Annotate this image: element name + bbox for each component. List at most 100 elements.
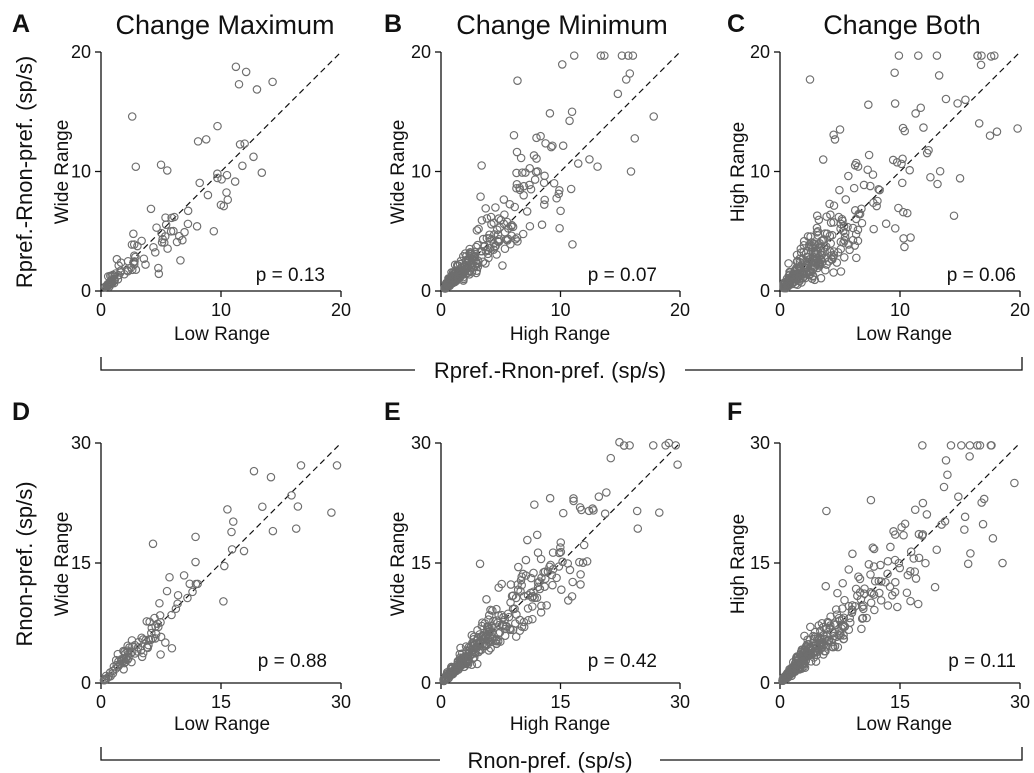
data-point: [890, 224, 900, 233]
x-tick-label: 20: [331, 300, 351, 320]
data-point: [101, 671, 111, 681]
data-point: [576, 570, 585, 579]
data-point: [870, 576, 880, 586]
data-point: [905, 165, 914, 175]
data-point: [555, 548, 564, 558]
data-point: [854, 572, 863, 581]
data-point: [866, 570, 875, 579]
data-point: [494, 611, 503, 620]
data-point: [812, 643, 822, 653]
data-point: [131, 162, 141, 171]
data-point: [954, 492, 963, 501]
data-point: [268, 526, 278, 536]
data-point: [514, 562, 523, 572]
data-point: [477, 645, 486, 654]
data-point: [535, 584, 545, 594]
data-point: [533, 578, 543, 587]
data-point: [906, 567, 915, 576]
data-point: [593, 162, 602, 171]
data-point: [441, 673, 451, 682]
data-point: [518, 229, 528, 239]
data-point: [445, 274, 454, 283]
data-point: [869, 562, 879, 571]
data-point: [523, 591, 533, 600]
data-point: [468, 263, 477, 272]
data-point: [986, 441, 996, 450]
data-point: [523, 535, 532, 545]
data-point: [100, 675, 110, 684]
data-point: [524, 615, 533, 625]
data-point: [493, 237, 503, 246]
data-point: [223, 195, 233, 205]
data-point: [510, 604, 519, 614]
data-point: [893, 602, 902, 612]
data-point: [137, 236, 146, 246]
data-point: [492, 616, 501, 625]
data-point: [883, 601, 893, 610]
data-point: [857, 204, 866, 213]
data-point: [567, 107, 577, 117]
data-point: [829, 268, 838, 277]
data-point: [836, 237, 846, 247]
data-point: [866, 495, 876, 505]
data-point: [801, 653, 810, 663]
data-point: [824, 635, 834, 645]
data-point: [512, 168, 521, 178]
data-point: [579, 540, 589, 550]
data-point: [833, 642, 843, 652]
data-point: [917, 531, 927, 540]
data-point: [191, 557, 200, 567]
data-point: [203, 190, 213, 200]
data-point: [602, 488, 611, 497]
x-tick-label: 10: [890, 300, 910, 320]
data-point: [463, 659, 473, 669]
data-point: [827, 254, 836, 264]
data-point: [529, 568, 538, 578]
data-point: [803, 253, 812, 262]
data-point: [922, 510, 932, 519]
data-point: [913, 599, 923, 609]
data-point: [795, 266, 805, 276]
data-point: [556, 206, 565, 216]
data-point: [833, 248, 843, 257]
data-point: [900, 242, 909, 252]
data-point: [799, 241, 809, 250]
data-point: [853, 225, 863, 235]
data-point: [475, 559, 485, 569]
x-tick-label: 10: [211, 300, 231, 320]
data-point: [472, 226, 482, 235]
data-point: [857, 624, 866, 634]
data-point: [481, 204, 490, 213]
data-point: [899, 234, 908, 243]
data-point: [545, 109, 555, 118]
data-point: [1013, 124, 1022, 133]
data-point: [566, 184, 576, 194]
data-point: [531, 167, 541, 177]
data-point: [615, 437, 624, 447]
data-point: [521, 555, 531, 565]
data-point: [564, 596, 573, 605]
data-point: [633, 524, 643, 533]
panel-c: C Change Both High Range p = 0.06 Low Ra…: [727, 10, 1030, 345]
data-point: [519, 191, 528, 200]
data-point: [973, 51, 982, 60]
ylabel-b: Wide Range: [388, 120, 409, 225]
xlabel-d: Low Range: [174, 714, 270, 735]
data-point: [809, 263, 819, 272]
data-point: [507, 591, 517, 601]
y-tick-label: 0: [760, 673, 770, 693]
data-point: [974, 119, 984, 128]
data-point: [473, 240, 482, 250]
data-point: [220, 561, 229, 571]
data-point: [537, 220, 547, 229]
data-point: [523, 604, 533, 613]
data-point: [869, 198, 878, 208]
p-value-f: p = 0.11: [948, 651, 1016, 672]
data-point: [477, 216, 487, 225]
data-point: [876, 596, 886, 605]
data-point: [790, 658, 800, 668]
data-point: [138, 648, 148, 658]
data-point: [240, 139, 249, 148]
data-point: [988, 534, 998, 543]
x-tick-label: 0: [775, 300, 785, 320]
